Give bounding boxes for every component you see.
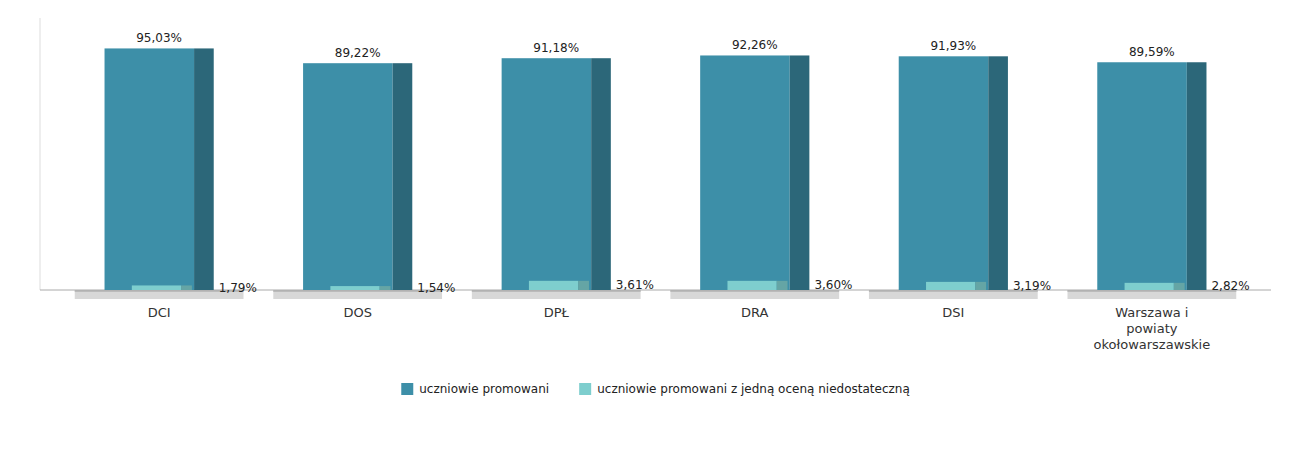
bar-side bbox=[1174, 283, 1185, 290]
bar bbox=[1125, 283, 1185, 290]
legend-label: uczniowie promowani bbox=[419, 382, 549, 396]
data-label: 1,79% bbox=[219, 281, 257, 295]
data-label: 3,61% bbox=[616, 278, 654, 292]
bar bbox=[926, 282, 986, 290]
bar-face bbox=[502, 58, 592, 290]
bar bbox=[899, 56, 1008, 290]
bars bbox=[105, 48, 1207, 290]
chart-container: 95,03% 1,79% 89,22% 1,54% 91,18% 3,61% 92,26% 3… bbox=[0, 0, 1311, 451]
bar-face bbox=[700, 55, 790, 290]
bar-face bbox=[727, 281, 776, 290]
legend-item: uczniowie promowani bbox=[401, 382, 549, 396]
bar bbox=[303, 63, 412, 290]
bar bbox=[105, 48, 214, 290]
bar-face bbox=[1125, 283, 1174, 290]
bar-side bbox=[790, 55, 810, 290]
bar-face bbox=[926, 282, 975, 290]
legend-label: uczniowie promowani z jedną oceną niedos… bbox=[597, 382, 910, 396]
chart: 95,03% 1,79% 89,22% 1,54% 91,18% 3,61% 92,26% 3… bbox=[0, 0, 1311, 451]
bar-side bbox=[380, 286, 391, 290]
bar-face bbox=[105, 48, 195, 290]
x-tick-label: DPŁ bbox=[544, 305, 570, 320]
data-label: 1,54% bbox=[417, 281, 455, 295]
data-label: 89,22% bbox=[335, 46, 381, 60]
y-axis-line bbox=[40, 18, 41, 290]
data-label: 91,18% bbox=[533, 41, 579, 55]
legend-swatch bbox=[401, 383, 413, 395]
bar-side bbox=[578, 281, 589, 290]
x-tick-label: DRA bbox=[741, 305, 769, 320]
x-tick-labels: DCI DOS DPŁ DRA DSI Warszawa ipowiatyokołowar… bbox=[148, 305, 1211, 352]
x-tick-label: DSI bbox=[942, 305, 964, 320]
bar-side bbox=[591, 58, 611, 290]
bar-side bbox=[1187, 62, 1207, 290]
bar-side bbox=[975, 282, 986, 290]
data-labels: 95,03% 1,79% 89,22% 1,54% 91,18% 3,61% 92,26% 3… bbox=[136, 31, 1249, 295]
data-label: 3,60% bbox=[814, 278, 852, 292]
bar-side bbox=[988, 56, 1008, 290]
bar-face bbox=[529, 281, 578, 290]
bar bbox=[330, 286, 390, 290]
bar bbox=[132, 285, 192, 290]
data-label: 91,93% bbox=[930, 39, 976, 53]
bar-face bbox=[132, 285, 181, 290]
data-label: 89,59% bbox=[1129, 45, 1175, 59]
legend-item: uczniowie promowani z jedną oceną niedos… bbox=[579, 382, 910, 396]
bar bbox=[502, 58, 611, 290]
bar bbox=[727, 281, 787, 290]
legend-swatch bbox=[579, 383, 591, 395]
bar-side bbox=[393, 63, 413, 290]
bar-side bbox=[194, 48, 214, 290]
bar-side bbox=[181, 285, 192, 290]
bar-face bbox=[303, 63, 393, 290]
x-tick-label: Warszawa ipowiatyokołowarszawskie bbox=[1094, 305, 1211, 352]
bar bbox=[1097, 62, 1206, 290]
bar-face bbox=[899, 56, 989, 290]
bar bbox=[700, 55, 809, 290]
data-label: 92,26% bbox=[732, 38, 778, 52]
bar-face bbox=[330, 286, 379, 290]
x-tick-label: DCI bbox=[148, 305, 171, 320]
legend: uczniowie promowani uczniowie promowani z… bbox=[401, 382, 909, 396]
bar-face bbox=[1097, 62, 1187, 290]
x-tick-label: DOS bbox=[343, 305, 372, 320]
data-label: 95,03% bbox=[136, 31, 182, 45]
data-label: 2,82% bbox=[1211, 279, 1249, 293]
bar-side bbox=[777, 281, 788, 290]
bar bbox=[529, 281, 589, 290]
data-label: 3,19% bbox=[1013, 279, 1051, 293]
